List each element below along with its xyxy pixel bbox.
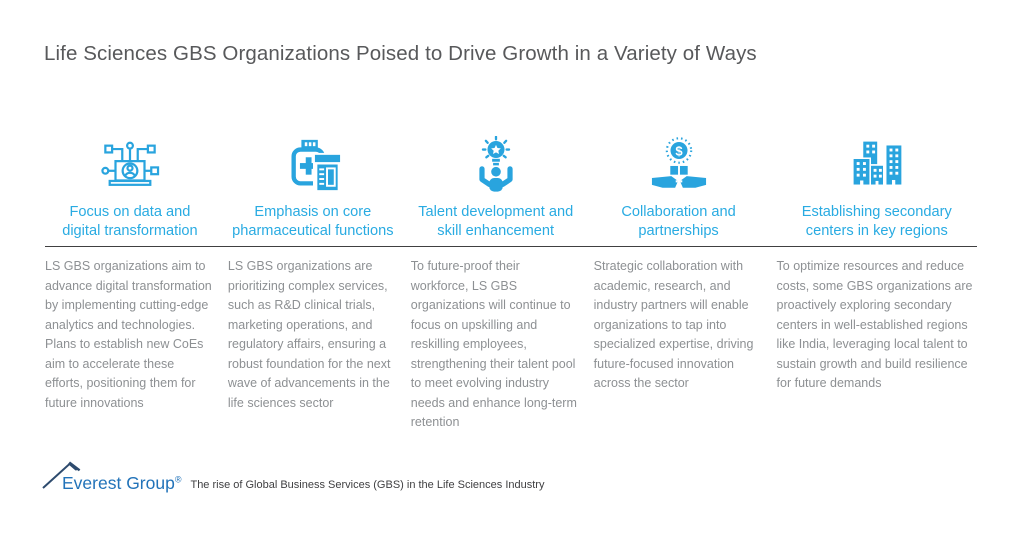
collaboration-partnerships-icon: $ (594, 136, 764, 194)
footer: Everest Group® The rise of Global Busine… (42, 459, 545, 497)
logo-wordmark: Everest Group (62, 473, 175, 493)
column-heading: Collaboration and partnerships (594, 203, 764, 245)
heading-line: centers in key regions (805, 223, 948, 239)
pharmaceutical-functions-icon (228, 136, 398, 194)
heading-line: Focus on data and (69, 204, 191, 220)
column-body-text: LS GBS organizations are prioritizing co… (227, 259, 391, 410)
source-caption: The rise of Global Business Services (GB… (190, 479, 545, 491)
heading-line: Establishing secondary (801, 204, 952, 220)
everest-group-logo: Everest Group® (42, 459, 182, 497)
talent-development-icon (411, 136, 581, 194)
heading-line: Talent development and (418, 204, 574, 220)
column-body-text: To optimize resources and reduce costs, … (776, 259, 973, 390)
column-body-text: To future-proof their workforce, LS GBS … (410, 259, 577, 429)
mountain-peak-icon (42, 461, 81, 489)
heading-line: Collaboration and (621, 204, 736, 220)
icons-row: $ (45, 136, 977, 194)
body-row: LS GBS organizations aim to advance digi… (45, 247, 977, 433)
registered-trademark: ® (174, 474, 182, 485)
column-heading: Emphasis on core pharmaceutical function… (228, 203, 398, 245)
heading-line: skill enhancement (437, 223, 555, 239)
column-heading: Talent development and skill enhancement (411, 203, 581, 245)
heading-line: partnerships (638, 223, 719, 239)
column-body-text: Strategic collaboration with academic, r… (593, 259, 754, 390)
horizontal-divider (45, 246, 977, 247)
page-title: Life Sciences GBS Organizations Poised t… (44, 42, 757, 65)
column-heading: Focus on data and digital transformation (45, 203, 215, 245)
heading-line: Emphasis on core (254, 204, 372, 220)
heading-line: digital transformation (62, 223, 198, 239)
column-heading: Establishing secondary centers in key re… (777, 203, 977, 245)
column-body-text: LS GBS organizations aim to advance digi… (45, 259, 212, 410)
columns-section: $ (45, 136, 977, 433)
svg-text:$: $ (675, 143, 683, 158)
heading-line: pharmaceutical functions (232, 223, 394, 239)
digital-transformation-icon (45, 136, 215, 194)
secondary-centers-buildings-icon (777, 136, 977, 194)
headings-row: Focus on data and digital transformation… (45, 194, 977, 245)
